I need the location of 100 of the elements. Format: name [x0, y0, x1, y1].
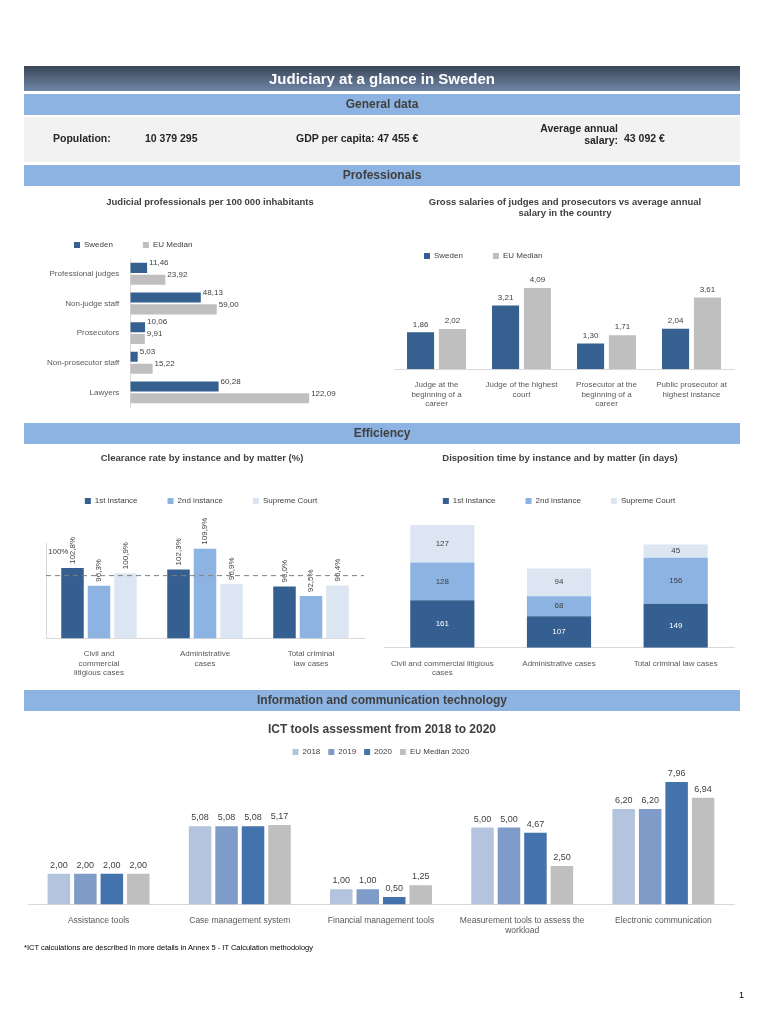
- data-label: 96,3%: [94, 559, 104, 582]
- chart-title: Gross salaries of judges and prosecutors vs average annual salary in the country: [427, 196, 703, 218]
- data-label: 128: [435, 576, 450, 586]
- legend-label: Sweden: [84, 240, 113, 250]
- bar: [691, 797, 715, 905]
- x-tick-label: Assistance tools: [67, 915, 130, 926]
- data-label: 5,03: [139, 347, 156, 357]
- data-label: 2,50: [553, 852, 571, 863]
- x-tick-label: Total criminal law cases: [287, 649, 335, 668]
- data-label: 156: [668, 576, 683, 586]
- data-label: 5,00: [500, 813, 518, 824]
- legend-label: Supreme Court: [262, 496, 318, 506]
- data-label: 6,94: [694, 783, 712, 794]
- y-tick-label: Professional judges: [49, 269, 120, 279]
- x-tick-label: Total criminal law cases: [633, 658, 718, 668]
- x-tick-label: Measurement tools to assess the workload: [459, 915, 585, 936]
- bar: [130, 322, 146, 333]
- bar: [130, 262, 148, 273]
- bar: [407, 332, 435, 370]
- data-label: 1,00: [332, 875, 351, 886]
- bar: [638, 809, 662, 905]
- legend-label: 1st instance: [452, 496, 497, 506]
- data-label: 5,17: [270, 810, 289, 821]
- bar: [409, 885, 432, 905]
- bar: [524, 832, 547, 905]
- bar: [438, 329, 466, 370]
- text: Population:: [53, 132, 111, 144]
- data-label: 4,67: [526, 818, 545, 829]
- legend-label: 2nd instance: [535, 496, 582, 506]
- legend-label: 2018: [302, 747, 321, 757]
- bar: [74, 873, 97, 905]
- bar: [643, 557, 708, 604]
- x-tick-label: Prosecutor at the beginning of a career: [576, 380, 638, 409]
- data-label: 48,13: [202, 287, 224, 297]
- data-label: 102,3%: [173, 538, 183, 566]
- x-tick-label: Public prosecutor at highest instance: [656, 380, 728, 399]
- data-label: 5,00: [473, 813, 492, 824]
- x-tick-label: Financial management tools: [327, 915, 435, 926]
- bar: [643, 603, 708, 648]
- data-label: 5,08: [244, 812, 262, 823]
- bar: [662, 328, 690, 370]
- data-label: 15,22: [154, 358, 176, 368]
- data-label: 94: [554, 577, 564, 587]
- text: Judiciary at a glance in Sweden: [24, 66, 740, 91]
- data-label: 9,91: [146, 329, 163, 339]
- bar: [612, 809, 635, 905]
- bar: [100, 873, 124, 905]
- text: GDP per capita: 47 455 €: [296, 132, 419, 144]
- legend-label: EU Median: [152, 240, 193, 250]
- bar: [577, 343, 605, 370]
- bar: [47, 873, 71, 905]
- bar: [330, 889, 353, 905]
- x-tick-label: Case management system: [189, 915, 291, 926]
- x-tick-label: Civil and commercial litigious cases: [390, 658, 494, 678]
- legend-label: EU Median 2020: [409, 747, 471, 757]
- data-label: 127: [435, 538, 450, 548]
- data-label: 107: [552, 627, 567, 637]
- data-label: 4,09: [529, 275, 546, 285]
- bar: [643, 544, 708, 558]
- data-label: 1,86: [412, 319, 429, 329]
- data-label: 45: [671, 546, 681, 556]
- text: 10 379 295: [145, 132, 198, 144]
- data-label: 7,96: [667, 768, 686, 778]
- chart-title: Clearance rate by instance and by matter (%): [99, 452, 305, 463]
- data-label: 10,06: [147, 317, 168, 327]
- chart-title: ICT tools assessment from 2018 to 2020: [266, 722, 498, 736]
- data-label: 3,21: [497, 292, 514, 302]
- bar: [550, 866, 574, 905]
- legend-label: Sweden: [434, 251, 463, 261]
- data-label: 1,30: [582, 330, 599, 340]
- data-label: 2,00: [103, 859, 121, 870]
- data-label: 92,5%: [306, 569, 316, 593]
- text: General data: [24, 94, 740, 115]
- bar: [130, 292, 201, 303]
- bar: [130, 381, 219, 392]
- bar: [492, 305, 520, 370]
- chart-title: Judicial professionals per 100 000 inhabitants: [105, 196, 315, 207]
- data-label: 122,09: [311, 388, 337, 398]
- legend-label: 2nd instance: [177, 496, 224, 506]
- bar: [241, 826, 265, 905]
- data-label: 59,00: [218, 299, 240, 309]
- bar: [356, 889, 380, 905]
- bar: [130, 304, 217, 315]
- bar: [410, 525, 475, 563]
- ref-line-label: 100%: [48, 546, 69, 556]
- y-tick-label: Non-prosecutor staff: [46, 357, 121, 367]
- x-tick-label: Civil and commercial litigious cases: [74, 649, 124, 678]
- bar: [188, 826, 212, 905]
- bar: [130, 274, 166, 285]
- data-label: 1,71: [614, 322, 631, 332]
- legend-label: EU Median: [502, 251, 543, 261]
- x-tick-label: Judge of the highest court: [485, 380, 559, 399]
- data-label: 2,00: [129, 859, 148, 870]
- bar: [130, 363, 153, 374]
- legend-label: 1st instance: [94, 496, 139, 506]
- legend-label: Supreme Court: [620, 496, 676, 506]
- data-label: 149: [668, 621, 683, 631]
- data-label: 96,0%: [279, 559, 289, 583]
- bar: [410, 600, 475, 648]
- data-label: 1,25: [411, 871, 430, 882]
